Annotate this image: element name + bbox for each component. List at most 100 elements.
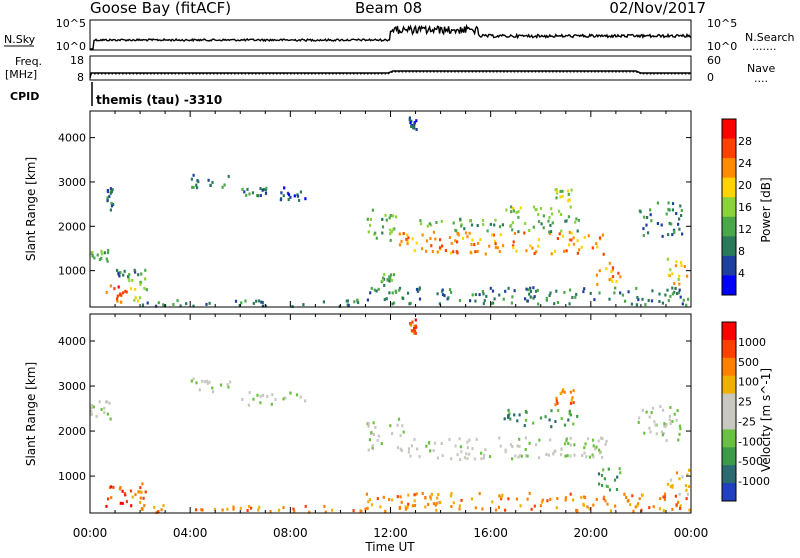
range-cell — [662, 509, 665, 513]
range-cell — [100, 249, 103, 253]
range-cell — [405, 237, 408, 241]
range-cell — [367, 500, 370, 504]
time-axis-labels: 00:00 04:00 08:00 12:00 16:00 20:00 00:00 — [73, 526, 709, 540]
range-cell — [440, 219, 443, 223]
range-cell — [535, 250, 538, 254]
range-cell — [440, 442, 443, 445]
range-cell — [466, 457, 469, 461]
range-cell — [402, 232, 405, 236]
range-cell — [353, 300, 356, 304]
range-cell — [547, 453, 550, 457]
range-cell — [119, 501, 122, 505]
range-cell — [269, 510, 272, 513]
range-cell — [564, 219, 567, 223]
range-cell — [679, 427, 682, 431]
range-cell — [251, 191, 254, 195]
range-cell — [226, 383, 229, 387]
range-cell — [413, 438, 416, 442]
range-cell — [598, 291, 601, 295]
range-cell — [492, 301, 495, 305]
range-cell — [456, 453, 459, 457]
range-cell — [572, 498, 575, 502]
range-cell — [208, 380, 211, 384]
colorbar-step — [722, 411, 736, 430]
range-cell — [537, 244, 540, 248]
range-cell — [556, 301, 560, 304]
range-cell — [548, 294, 551, 297]
cpid-program: themis (tau) -3310 — [96, 93, 222, 107]
range-cell — [644, 303, 647, 307]
range-cell — [110, 485, 113, 489]
range-cell — [559, 189, 562, 193]
range-cell — [527, 288, 530, 292]
range-cell — [259, 187, 262, 190]
range-cell — [569, 454, 572, 458]
range-cell — [433, 441, 437, 445]
power-scatter — [90, 116, 690, 309]
range-cell — [190, 379, 193, 383]
range-cell — [435, 221, 438, 224]
range-cell — [659, 405, 662, 408]
freq-left-tick-top: 18 — [70, 54, 84, 67]
range-cell — [508, 412, 511, 416]
range-cell — [146, 301, 149, 305]
range-cell — [366, 217, 369, 221]
range-cell — [489, 455, 492, 459]
range-cell — [454, 444, 457, 448]
range-cell — [515, 249, 518, 253]
range-cell — [436, 292, 439, 296]
range-cell — [498, 293, 501, 297]
range-cell — [398, 286, 402, 290]
range-cell — [567, 418, 570, 422]
range-cell — [109, 187, 112, 191]
range-cell — [221, 185, 224, 189]
range-cell — [413, 122, 416, 126]
range-cell — [572, 422, 575, 426]
range-cell — [466, 235, 469, 239]
range-cell — [615, 488, 619, 491]
range-cell — [457, 233, 460, 237]
range-cell — [447, 296, 450, 300]
range-cell — [296, 194, 300, 198]
range-cell — [550, 252, 553, 256]
range-cell — [473, 457, 476, 461]
range-cell — [550, 207, 553, 211]
range-cell — [110, 204, 114, 208]
range-cell — [153, 505, 156, 509]
range-cell — [438, 302, 441, 306]
range-cell — [388, 498, 391, 501]
range-cell — [514, 454, 517, 458]
range-cell — [459, 217, 462, 221]
range-cell — [141, 303, 145, 307]
range-cell — [179, 304, 182, 308]
range-cell — [391, 302, 394, 306]
range-cell — [549, 291, 552, 295]
colorbar-tick-label: 8 — [738, 245, 745, 258]
range-cell — [455, 250, 458, 254]
range-cell — [545, 298, 548, 302]
range-cell — [576, 229, 579, 233]
range-cell — [582, 290, 585, 294]
range-cell — [563, 390, 566, 394]
range-cell — [563, 442, 567, 446]
range-cell — [98, 400, 101, 404]
range-cell — [398, 288, 401, 292]
range-cell — [673, 290, 676, 294]
range-cell — [396, 446, 400, 450]
range-cell — [648, 415, 651, 419]
velocity-ylabel: Slant Range [km] — [24, 362, 38, 466]
range-cell — [555, 196, 558, 200]
noise-left-tick-bottom: 10^0 — [56, 40, 86, 53]
range-cell — [556, 237, 559, 240]
range-cell — [610, 270, 613, 274]
range-cell — [669, 478, 673, 482]
range-cell — [580, 245, 583, 249]
range-cell — [393, 301, 396, 305]
range-cell — [504, 289, 507, 293]
range-cell — [241, 187, 244, 191]
range-cell — [367, 424, 370, 428]
range-cell — [399, 434, 402, 438]
range-cell — [665, 423, 668, 427]
range-cell — [382, 495, 385, 499]
range-cell — [259, 394, 262, 398]
